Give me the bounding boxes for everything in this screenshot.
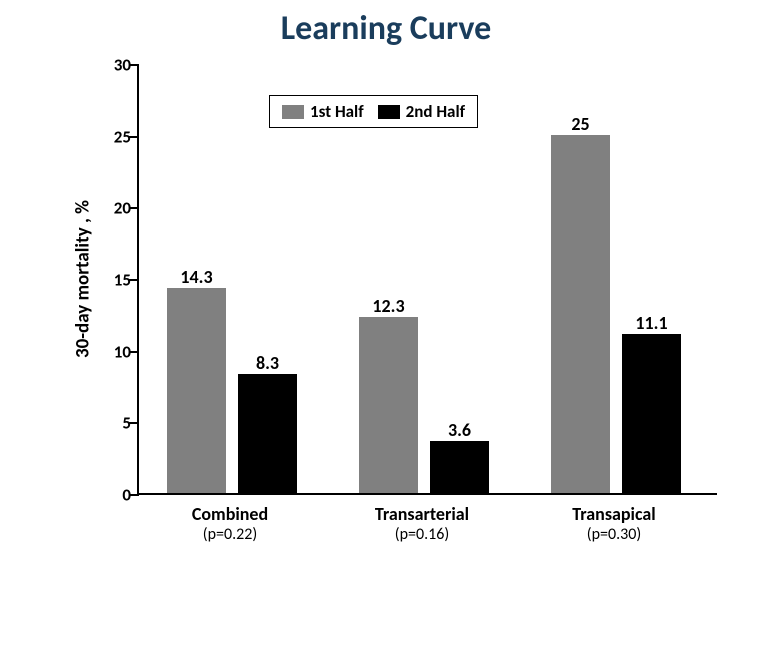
bar-value-label: 3.6	[448, 419, 471, 441]
y-tick-label: 15	[95, 270, 131, 291]
bar-value-label: 14.3	[180, 266, 212, 288]
bar	[167, 288, 226, 493]
bars-layer: 14.3 8.3 12.3 3.6 25 11.1	[139, 65, 717, 493]
bar-value-label: 12.3	[372, 295, 404, 317]
y-tick-label: 30	[95, 55, 131, 76]
bar-value-label: 11.1	[635, 312, 667, 334]
bar	[622, 334, 681, 493]
legend-label: 2nd Half	[406, 101, 465, 122]
x-category-main: Combined	[192, 503, 268, 525]
bar	[430, 441, 489, 493]
x-category-sub: (p=0.16)	[375, 525, 469, 544]
legend-item: 2nd Half	[378, 101, 465, 122]
chart-container: 30-day mortality , % 14.3 8.3 12.3 3.6 25 11.…	[61, 55, 741, 535]
x-category-main: Transapical	[572, 503, 655, 525]
chart-title: Learning Curve	[281, 8, 492, 49]
x-category-label: Combined(p=0.22)	[192, 503, 268, 544]
x-category-label: Transapical(p=0.30)	[572, 503, 655, 544]
plot-area: 30-day mortality , % 14.38.312.33.62511.…	[137, 65, 717, 495]
legend: 1st Half 2nd Half	[269, 95, 478, 128]
legend-swatch	[378, 105, 400, 119]
legend-swatch	[282, 105, 304, 119]
x-category-main: Transarterial	[375, 503, 469, 525]
y-axis-label: 30-day mortality , %	[72, 200, 95, 358]
y-tick-label: 20	[95, 198, 131, 219]
x-category-sub: (p=0.22)	[192, 525, 268, 544]
bar-value-label: 25	[571, 113, 589, 135]
y-tick-label: 0	[95, 485, 131, 506]
bar	[238, 374, 297, 493]
legend-label: 1st Half	[310, 101, 364, 122]
y-tick-label: 5	[95, 413, 131, 434]
bar	[551, 135, 610, 493]
x-category-sub: (p=0.30)	[572, 525, 655, 544]
x-category-label: Transarterial(p=0.16)	[375, 503, 469, 544]
bar-value-label: 8.3	[256, 352, 279, 374]
bar	[359, 317, 418, 493]
legend-item: 1st Half	[282, 101, 364, 122]
y-tick-label: 25	[95, 126, 131, 147]
y-tick-label: 10	[95, 341, 131, 362]
